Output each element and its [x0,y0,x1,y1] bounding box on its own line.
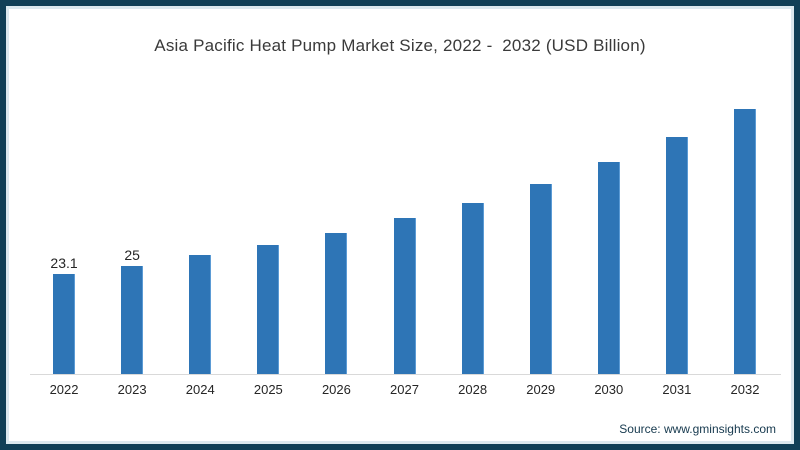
bar-slot-2032 [711,6,779,374]
bar-slot-2025 [234,6,302,374]
x-axis-label-2022: 2022 [49,382,79,397]
bar-slot-2024 [166,6,234,374]
bar-2026 [325,232,348,374]
bar-2030 [597,162,620,374]
bar-slot-2031 [643,6,711,374]
x-axis-label-2032: 2032 [730,382,760,397]
x-axis-label-2030: 2030 [594,382,624,397]
bar-slot-2022: 23.1 [30,6,98,374]
x-axis-labels: 2022 2023 2024 2025 2026 2027 2028 2029 2030 2031… [30,382,779,397]
x-axis-label-2031: 2031 [662,382,692,397]
data-label-2022: 23.1 [50,255,78,271]
x-axis-label-2025: 2025 [253,382,283,397]
bar-slot-2023: 25 [98,6,166,374]
bar-slot-2028 [439,6,507,374]
bar-2027 [393,218,416,374]
bar-slot-2027 [370,6,438,374]
bar-2032 [733,109,756,374]
x-axis-label-2023: 2023 [117,382,147,397]
bar-2029 [529,183,552,374]
x-axis-label-2026: 2026 [321,382,351,397]
x-axis-line [30,374,781,375]
x-axis-label-2029: 2029 [526,382,556,397]
data-label-2023: 25 [124,246,140,263]
bar-2023 [121,265,144,374]
plot-area: 23.1 25 [30,6,779,374]
bar-slot-2026 [302,6,370,374]
chart-title: Asia Pacific Heat Pump Market Size, 2022… [154,36,646,55]
bar-2022 [53,274,76,374]
x-axis-label-2028: 2028 [458,382,488,397]
x-axis-label-2027: 2027 [390,382,419,397]
bar-slot-2030 [575,6,643,374]
source-credit: Source: www.gminsights.com [619,422,776,436]
bar-2025 [257,245,280,374]
x-axis-label-2024: 2024 [185,382,215,397]
bar-2024 [189,255,212,374]
bar-slot-2029 [507,6,575,374]
bar-2028 [461,202,484,374]
bar-2031 [665,136,688,374]
